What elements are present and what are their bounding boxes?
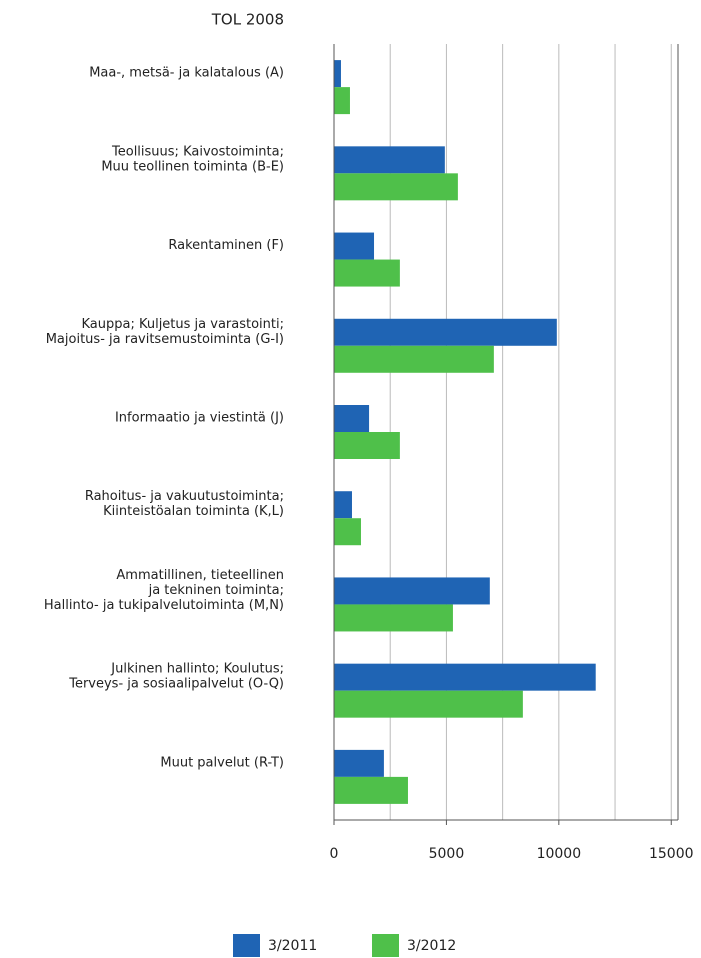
bar <box>334 491 352 519</box>
legend-swatch <box>372 934 399 957</box>
x-tick-label: 5000 <box>429 846 465 862</box>
y-tick-label: Muu teollinen toiminta (B-E) <box>101 159 284 174</box>
legend-label: 3/2011 <box>268 938 317 954</box>
y-tick-label: Julkinen hallinto; Koulutus; <box>110 662 284 677</box>
x-tick-label: 15000 <box>649 846 694 862</box>
bar <box>334 405 370 432</box>
bar <box>334 776 408 804</box>
x-tick-label: 10000 <box>537 846 582 862</box>
y-tick-label: Rakentaminen (F) <box>168 238 284 253</box>
y-tick-label: Maa-, metsä- ja kalatalous (A) <box>89 66 284 81</box>
y-tick-label: Hallinto- ja tukipalvelutoiminta (M,N) <box>44 598 284 613</box>
y-tick-label: Teollisuus; Kaivostoiminta; <box>111 144 284 159</box>
y-tick-label: Informaatio ja viestintä (J) <box>115 411 284 426</box>
bar <box>334 663 596 691</box>
bar <box>334 749 384 777</box>
y-tick-label: Terveys- ja sosiaalipalvelut (O-Q) <box>68 677 284 692</box>
y-tick-label: Majoitus- ja ravitsemustoiminta (G-I) <box>46 332 284 347</box>
x-tick-label: 0 <box>330 846 339 862</box>
bar <box>334 87 350 115</box>
bar <box>334 259 400 287</box>
bar <box>334 232 375 260</box>
legend-label: 3/2012 <box>407 938 456 954</box>
bar <box>334 604 453 632</box>
chart-title: TOL 2008 <box>211 11 284 29</box>
bar <box>334 577 490 605</box>
bar <box>334 345 494 373</box>
y-tick-label: ja tekninen toiminta; <box>148 583 284 598</box>
bar <box>334 318 557 346</box>
bar <box>334 173 458 201</box>
y-tick-label: Rahoitus- ja vakuutustoiminta; <box>85 489 284 504</box>
bar <box>334 146 445 174</box>
y-tick-label: Kauppa; Kuljetus ja varastointi; <box>81 317 284 332</box>
y-tick-label: Kiinteistöalan toiminta (K,L) <box>103 504 284 519</box>
bar <box>334 60 341 88</box>
bar <box>334 690 523 718</box>
legend-swatch <box>233 934 260 957</box>
bar <box>334 432 400 459</box>
y-tick-label: Muut palvelut (R-T) <box>160 755 284 770</box>
y-tick-label: Ammatillinen, tieteellinen <box>116 568 284 583</box>
bar <box>334 518 361 546</box>
